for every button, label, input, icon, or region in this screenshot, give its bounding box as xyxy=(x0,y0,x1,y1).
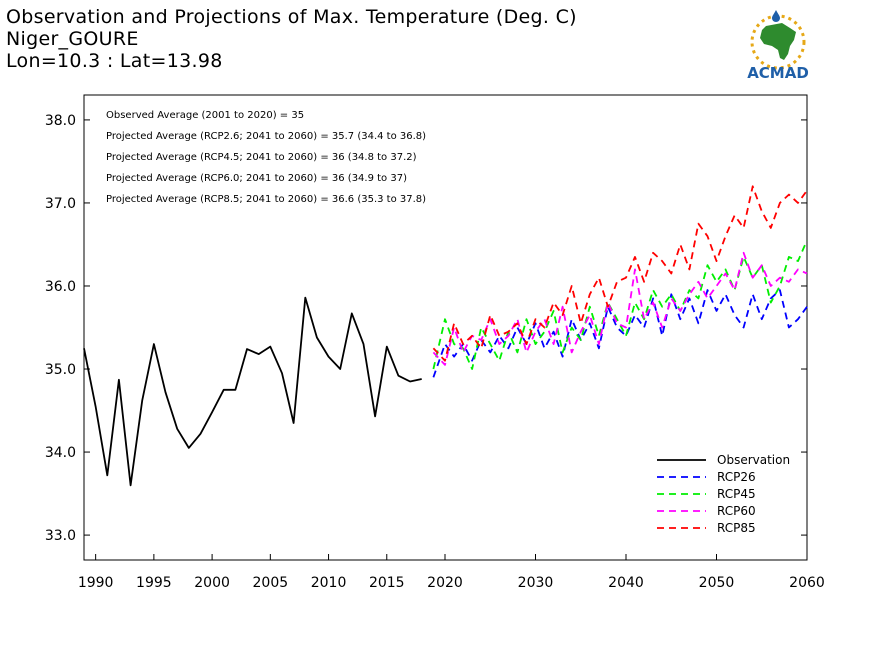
series-line-observation xyxy=(83,296,422,487)
x-tick-label: 2010 xyxy=(311,575,347,591)
x-tick-label: 2005 xyxy=(253,575,289,591)
x-tick-label: 1995 xyxy=(136,575,172,591)
legend-label: RCP45 xyxy=(717,487,756,501)
logo-text: ACMAD xyxy=(747,64,809,82)
africa-shape xyxy=(760,23,796,60)
title-block: Observation and Projections of Max. Temp… xyxy=(6,6,577,72)
series-group xyxy=(83,185,808,487)
water-drop-icon xyxy=(772,10,780,22)
annotations-group: Observed Average (2001 to 2020) = 35 Proj… xyxy=(106,110,426,205)
x-tick-label: 2020 xyxy=(427,575,463,591)
series-line-rcp45 xyxy=(432,239,808,370)
x-tick-label: 2060 xyxy=(789,575,825,591)
legend-label: RCP60 xyxy=(717,504,756,518)
legend: Observation RCP26 RCP45 RCP60 RCP85 xyxy=(657,453,790,535)
x-tick-label: 2015 xyxy=(369,575,405,591)
annotation-text: Observed Average (2001 to 2020) = 35 xyxy=(106,110,304,121)
series-line-rcp26 xyxy=(432,289,808,378)
acmad-logo-icon xyxy=(750,10,806,70)
annotation-text: Projected Average (RCP2.6; 2041 to 2060)… xyxy=(106,131,426,142)
x-tick-label: 1990 xyxy=(78,575,114,591)
y-tick-label: 38.0 xyxy=(45,113,76,129)
y-tick-label: 34.0 xyxy=(45,445,76,461)
legend-label: RCP26 xyxy=(717,470,756,484)
series-line-rcp60 xyxy=(432,251,808,366)
series-line-rcp85 xyxy=(432,185,808,362)
x-tick-label: 2040 xyxy=(608,575,644,591)
annotation-text: Projected Average (RCP4.5; 2041 to 2060)… xyxy=(106,152,417,163)
axes-group: 33.0 34.0 35.0 36.0 37.0 38.0 1990 1995 2000 2005… xyxy=(45,113,825,591)
y-tick-label: 37.0 xyxy=(45,196,76,212)
x-tick-label: 2050 xyxy=(699,575,735,591)
annotation-text: Projected Average (RCP8.5; 2041 to 2060)… xyxy=(106,194,426,205)
legend-label: Observation xyxy=(717,453,790,467)
annotation-text: Projected Average (RCP6.0; 2041 to 2060)… xyxy=(106,173,407,184)
plot-frame xyxy=(83,94,808,561)
y-tick-label: 36.0 xyxy=(45,279,76,295)
x-tick-label: 2000 xyxy=(194,575,230,591)
legend-label: RCP85 xyxy=(717,521,756,535)
chart-title: Observation and Projections of Max. Temp… xyxy=(6,6,577,28)
location-name: Niger_GOURE xyxy=(6,28,139,50)
y-tick-label: 33.0 xyxy=(45,528,76,544)
y-tick-label: 35.0 xyxy=(45,362,76,378)
coordinates-label: Lon=10.3 : Lat=13.98 xyxy=(6,50,223,72)
x-tick-label: 2030 xyxy=(518,575,554,591)
